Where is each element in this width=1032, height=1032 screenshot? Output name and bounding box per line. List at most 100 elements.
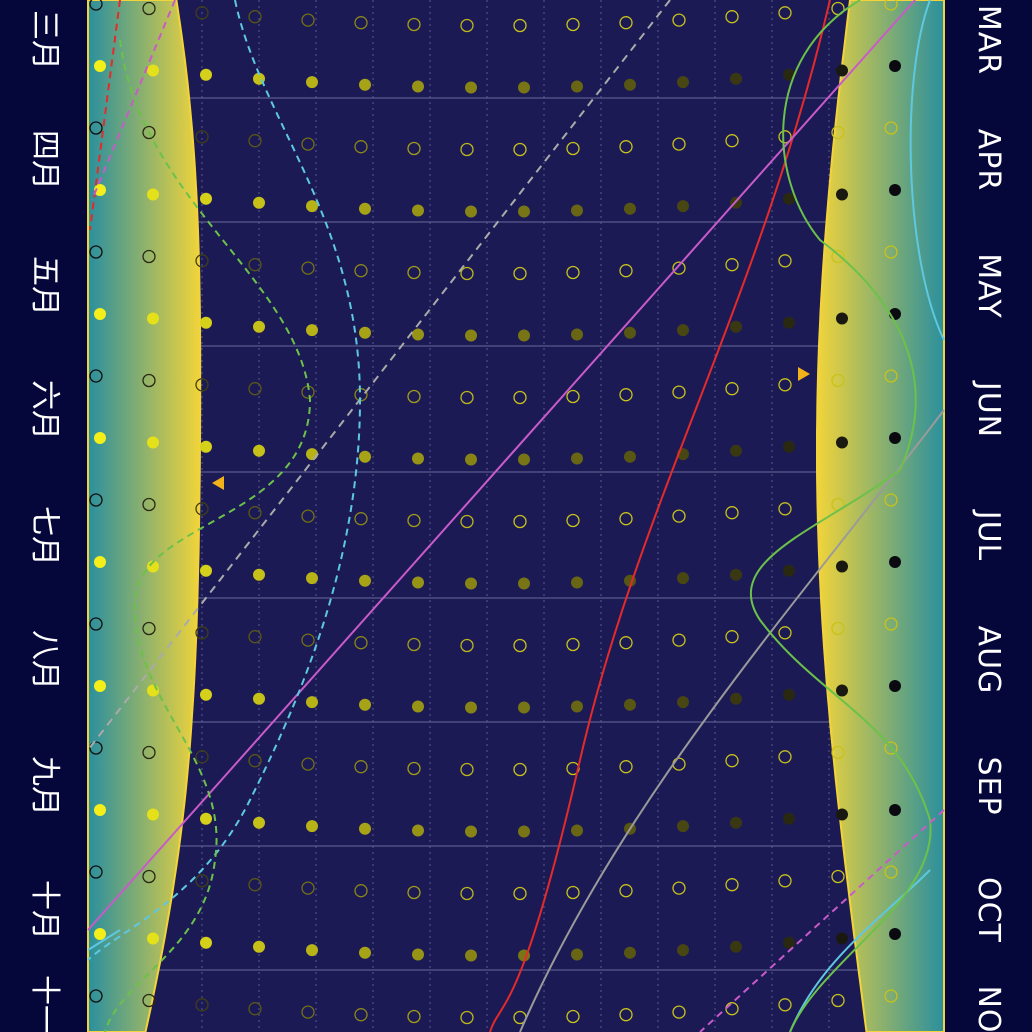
hollow-dot	[195, 998, 209, 1012]
hollow-dot	[566, 513, 580, 528]
filled-dot	[465, 701, 477, 714]
hollow-dot	[142, 373, 156, 388]
hollow-dot	[725, 1002, 739, 1016]
hollow-dot	[301, 137, 315, 151]
hollow-dot	[248, 382, 262, 396]
filled-dot	[200, 192, 212, 205]
filled-dot	[465, 205, 477, 218]
hollow-dot	[619, 512, 633, 526]
filled-dot	[836, 560, 848, 573]
hollow-dot	[884, 369, 898, 383]
hollow-dot	[672, 633, 686, 647]
filled-dot	[147, 684, 159, 697]
hollow-dot	[248, 630, 262, 644]
hollow-dot	[460, 514, 474, 529]
filled-dot	[94, 432, 106, 444]
filled-dot	[253, 816, 265, 829]
hollow-dot	[725, 258, 739, 272]
hollow-dot	[354, 636, 368, 650]
filled-dot	[147, 560, 159, 573]
hollow-dot	[513, 514, 527, 529]
filled-dot	[677, 324, 689, 337]
hollow-dot	[725, 134, 739, 148]
filled-dot	[889, 556, 901, 568]
hollow-dot	[619, 636, 633, 650]
filled-dot	[200, 440, 212, 453]
hollow-dot	[672, 385, 686, 399]
hollow-dot	[407, 761, 421, 776]
filled-dot	[889, 804, 901, 816]
hollow-dot	[725, 382, 739, 396]
hollow-dot	[89, 0, 103, 11]
hollow-dot	[831, 993, 845, 1008]
filled-dot	[889, 432, 901, 444]
hollow-dot	[672, 881, 686, 895]
hollow-dot	[460, 1010, 474, 1025]
filled-dot	[677, 76, 689, 89]
hollow-dot	[619, 140, 633, 154]
hollow-dot	[884, 741, 898, 755]
filled-dot	[94, 308, 106, 320]
filled-dot	[836, 932, 848, 945]
filled-dot	[624, 326, 636, 339]
filled-dot	[730, 568, 742, 581]
filled-dot	[783, 564, 795, 577]
filled-dot	[836, 808, 848, 821]
filled-dot	[359, 450, 371, 463]
hollow-dot	[778, 378, 792, 392]
hollow-dot	[301, 13, 315, 27]
hollow-dot	[672, 1005, 686, 1019]
filled-dot	[94, 184, 106, 196]
filled-dot	[677, 200, 689, 213]
hollow-dot	[831, 125, 845, 140]
hollow-dot	[884, 493, 898, 507]
filled-dot	[571, 80, 583, 93]
filled-dot	[94, 680, 106, 692]
filled-dot	[677, 696, 689, 709]
hollow-dot	[89, 865, 103, 879]
curve-cyan-dashed	[87, 0, 362, 961]
hollow-dot	[407, 513, 421, 528]
hollow-dot	[725, 630, 739, 644]
filled-dot	[306, 572, 318, 585]
filled-dot	[200, 812, 212, 825]
filled-dot	[836, 684, 848, 697]
hollow-dot	[354, 140, 368, 154]
hollow-dot	[513, 142, 527, 157]
hollow-dot	[195, 254, 209, 268]
hollow-dot	[566, 637, 580, 652]
filled-dot	[412, 824, 424, 837]
filled-dot	[200, 936, 212, 949]
marker-left	[212, 476, 224, 490]
filled-dot	[412, 948, 424, 961]
filled-dot	[783, 192, 795, 205]
filled-dot	[253, 692, 265, 705]
hollow-dot	[778, 626, 792, 640]
twilight-band-right	[816, 0, 945, 1032]
filled-dot	[306, 76, 318, 89]
hollow-dot	[778, 750, 792, 764]
filled-dot	[359, 822, 371, 835]
hollow-dot	[195, 130, 209, 144]
filled-dot	[306, 200, 318, 213]
hollow-dot	[460, 762, 474, 777]
filled-dot	[200, 68, 212, 81]
hollow-dot	[725, 754, 739, 768]
filled-dot	[783, 688, 795, 701]
filled-dot	[624, 78, 636, 91]
filled-dot	[518, 577, 530, 590]
hollow-dot	[513, 266, 527, 281]
hollow-dot	[460, 142, 474, 157]
hollow-dot	[619, 1008, 633, 1022]
hollow-dot	[407, 389, 421, 404]
hollow-dot	[89, 245, 103, 259]
curve-magenta-dashed-bottom	[699, 809, 945, 1032]
filled-dot	[730, 320, 742, 333]
filled-dot	[94, 556, 106, 568]
filled-dot	[465, 329, 477, 342]
hollow-dot	[672, 137, 686, 151]
filled-dot	[783, 316, 795, 329]
hollow-dot	[301, 633, 315, 647]
